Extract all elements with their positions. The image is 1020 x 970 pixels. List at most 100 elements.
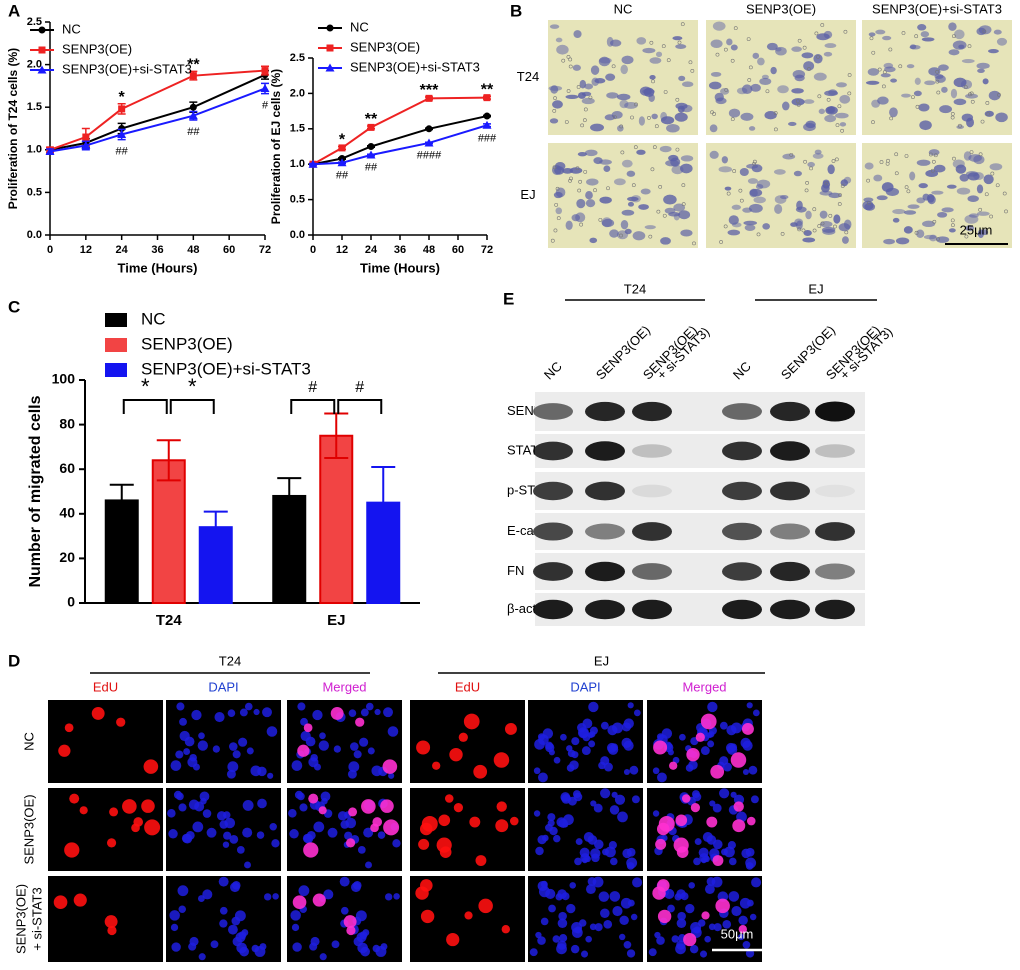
significance-mark: # [355, 379, 364, 396]
nucleus [611, 791, 618, 798]
nucleus [173, 790, 183, 799]
pore [719, 240, 723, 244]
nucleus [319, 732, 326, 740]
marker [81, 141, 91, 150]
edu-nucleus [733, 801, 744, 812]
cell [916, 197, 926, 204]
pore [889, 116, 894, 121]
nucleus [331, 940, 340, 949]
nucleus [745, 847, 755, 857]
marker [260, 83, 270, 92]
pore [723, 224, 728, 229]
pore [826, 97, 831, 102]
pore [837, 104, 842, 109]
fluorescence-image [647, 876, 762, 962]
nucleus [698, 919, 706, 927]
edu-nucleus [655, 838, 667, 850]
blot-band [770, 523, 810, 540]
data-line [49, 69, 266, 151]
nucleus [752, 709, 760, 717]
pore [555, 186, 560, 191]
blot-band [815, 563, 855, 580]
edu-nucleus [673, 837, 689, 853]
cell [954, 29, 965, 40]
nucleus [553, 756, 561, 764]
nucleus [360, 708, 369, 717]
y-axis-title: Proliferation of T24 cells (%) [6, 48, 20, 209]
edu-nucleus [348, 807, 358, 817]
pore [801, 228, 806, 233]
nucleus [357, 942, 368, 954]
nucleus [700, 950, 708, 958]
nucleus [266, 726, 278, 737]
blot-band [632, 522, 672, 541]
cell [649, 74, 656, 80]
pore [656, 209, 661, 214]
pore [649, 40, 654, 45]
pore [882, 70, 887, 75]
pore [652, 145, 657, 150]
cell [709, 150, 719, 159]
nucleus [185, 830, 195, 840]
y-tick-label: 20 [59, 549, 75, 565]
pore [871, 50, 876, 55]
nucleus [600, 721, 609, 730]
cell [882, 35, 892, 41]
cell [678, 210, 691, 220]
cell [584, 83, 594, 90]
pore [936, 90, 941, 95]
cell [925, 169, 939, 177]
cell [906, 64, 915, 69]
cell [821, 226, 836, 233]
pore [553, 96, 557, 101]
nucleus [571, 737, 580, 746]
cell [788, 121, 797, 127]
pore [598, 217, 603, 222]
cell [586, 178, 599, 186]
significance-mark: * [119, 89, 126, 106]
edu-nucleus [469, 816, 481, 828]
cell [681, 104, 693, 113]
pore [647, 115, 651, 120]
pore [898, 64, 903, 69]
nucleus [676, 918, 687, 929]
error-bar [203, 510, 228, 544]
nucleus [623, 768, 630, 775]
blot-band [585, 599, 625, 620]
y-tick-label: 100 [52, 371, 76, 387]
pore [828, 213, 833, 218]
cell [995, 112, 1008, 123]
pore [569, 176, 573, 181]
nucleus [228, 924, 238, 935]
pore [795, 99, 800, 104]
pore [797, 227, 802, 232]
nucleus [698, 847, 709, 858]
nucleus [535, 846, 544, 856]
edu-nucleus [444, 794, 454, 803]
pore [556, 216, 561, 221]
nucleus [297, 702, 306, 711]
y-tick-label: 80 [59, 415, 75, 431]
pore [578, 179, 583, 184]
pore [552, 165, 557, 170]
fluorescence-image [287, 876, 402, 962]
cell [901, 93, 911, 98]
fluorescence-image [166, 700, 281, 783]
pore [803, 159, 808, 164]
cell [752, 52, 760, 59]
nucleus [547, 813, 556, 822]
nucleus [742, 768, 749, 775]
x-tick-label: 12 [80, 244, 92, 256]
edu-nucleus [681, 794, 691, 803]
pore [964, 234, 969, 239]
cell [770, 66, 777, 75]
edu-nucleus [141, 799, 155, 813]
nucleus [319, 953, 327, 961]
cell [824, 114, 837, 123]
cell [659, 145, 672, 153]
edu-nucleus [312, 893, 326, 907]
nucleus [626, 949, 636, 958]
nucleus [535, 931, 542, 939]
cell [923, 234, 937, 240]
edu-nucleus [73, 893, 87, 907]
